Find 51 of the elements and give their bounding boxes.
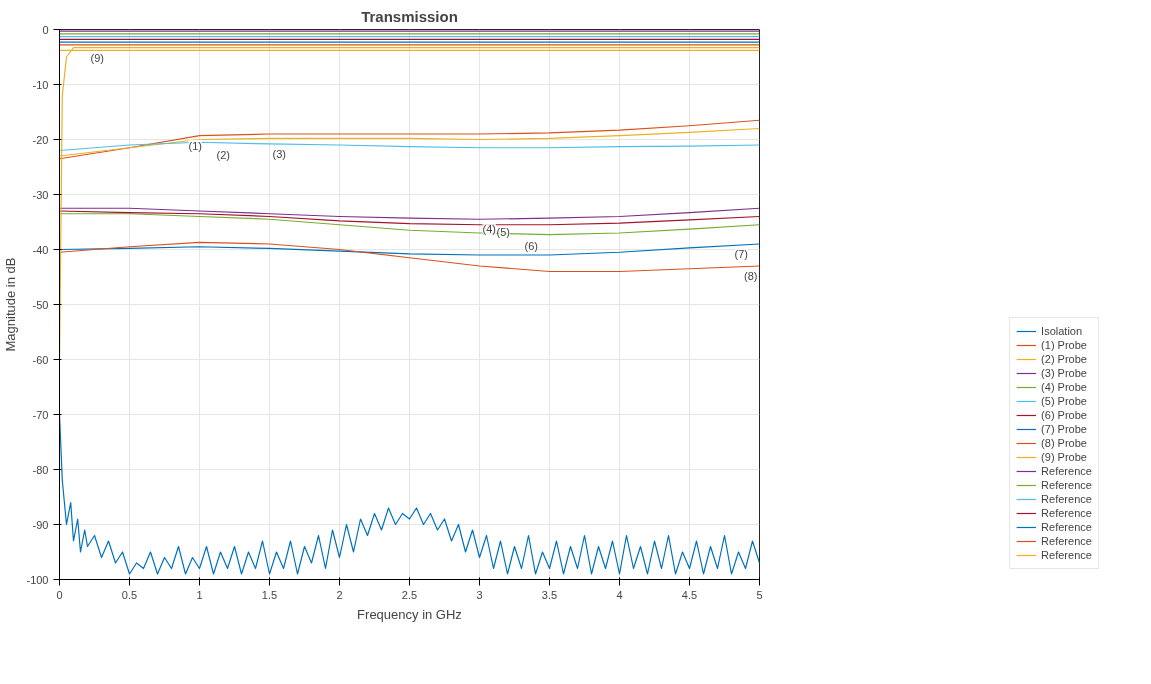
annotation: (5) (496, 226, 510, 238)
legend-label: (4) Probe (1041, 380, 1087, 394)
y-tick-label: -30 (32, 188, 49, 201)
y-tick-label: -100 (26, 573, 49, 586)
legend-label: (1) Probe (1041, 338, 1087, 352)
x-tick-label: 1.5 (261, 588, 278, 601)
legend-label: (8) Probe (1041, 436, 1087, 450)
y-tick-label: -70 (32, 408, 49, 421)
legend-label: (9) Probe (1041, 450, 1087, 464)
annotation: (7) (734, 248, 748, 260)
y-tick-label: -50 (32, 298, 49, 311)
legend-label: Isolation (1041, 324, 1083, 338)
x-tick-label: 5 (756, 588, 763, 601)
y-tick-label: -10 (32, 78, 49, 91)
legend-label: (3) Probe (1041, 366, 1087, 380)
legend-label: Reference (1041, 492, 1092, 506)
legend-label: (2) Probe (1041, 352, 1087, 366)
y-tick-label: -80 (32, 463, 49, 476)
x-tick-label: 1 (196, 588, 203, 601)
x-tick-label: 4 (616, 588, 623, 601)
y-tick-label: -20 (32, 133, 49, 146)
y-tick-label: -90 (32, 518, 49, 531)
x-tick-label: 0.5 (121, 588, 138, 601)
x-tick-label: 3.5 (541, 588, 558, 601)
legend-label: Reference (1041, 478, 1092, 492)
y-tick-label: -60 (32, 353, 49, 366)
y-axis-title: Magnitude in dB (3, 257, 19, 352)
x-tick-label: 3 (476, 588, 483, 601)
legend-label: Reference (1041, 534, 1092, 548)
y-tick-label: 0 (42, 23, 49, 36)
annotation: (8) (744, 270, 758, 282)
legend-label: Reference (1041, 548, 1092, 562)
legend-label: (6) Probe (1041, 408, 1087, 422)
annotation: (6) (524, 239, 538, 252)
y-tick-label: -40 (32, 243, 49, 256)
x-tick-label: 4.5 (681, 588, 698, 601)
x-axis-title: Frequency in GHz (357, 606, 462, 622)
annotation: (3) (272, 147, 286, 160)
annotation: (1) (188, 139, 202, 152)
annotation: (4) (482, 223, 496, 236)
x-tick-label: 2.5 (401, 588, 418, 601)
legend-label: (5) Probe (1041, 394, 1087, 408)
annotation: (9) (90, 51, 104, 64)
legend-label: Reference (1041, 520, 1092, 534)
legend-label: Reference (1041, 464, 1092, 478)
chart-title: Transmission (361, 7, 458, 25)
legend-label: (7) Probe (1041, 422, 1087, 436)
x-tick-label: 2 (336, 588, 343, 601)
annotation: (2) (216, 149, 230, 161)
x-tick-label: 0 (56, 588, 63, 601)
legend-label: Reference (1041, 506, 1092, 520)
